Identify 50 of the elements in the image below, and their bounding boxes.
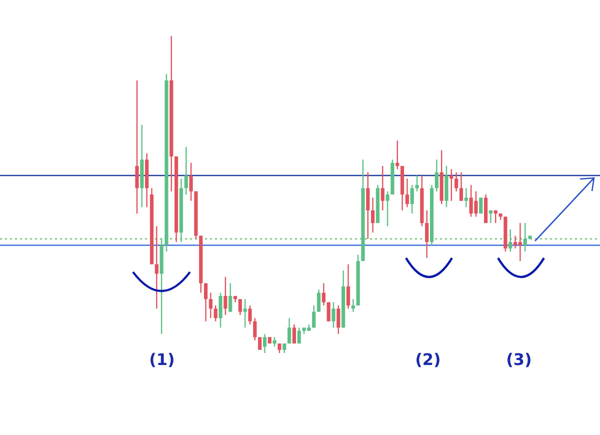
candlestick [189,162,193,202]
candlestick [488,210,492,224]
candlestick [322,282,326,306]
candlestick [218,292,222,328]
candlestick [336,304,340,335]
candlestick [243,298,247,328]
candlestick [425,210,429,258]
candlestick [312,304,316,328]
candlestick [494,210,498,224]
candlestick [238,298,242,316]
candlestick [459,172,464,202]
candlestick [415,174,419,192]
candlestick [410,184,414,214]
candlestick [508,228,512,252]
candlestick [380,165,384,211]
candlestick [287,318,292,344]
candlestick [258,336,262,350]
candlestick [351,298,355,312]
candlestick [405,178,409,208]
candlestick [208,292,212,319]
candlestick [479,197,483,214]
candlestick [272,336,276,348]
annotation: (1) [149,350,175,369]
candlestick [224,276,228,316]
candlestick [262,333,267,354]
candlestick [464,188,468,208]
candlestick [386,190,390,227]
candlestick [326,302,330,322]
candlestick [214,304,218,322]
candlestick [450,168,454,202]
candlestick [454,172,458,192]
candlestick [248,304,252,326]
candlestick [371,197,375,234]
candlestick [253,318,257,341]
annotation: (2) [415,350,441,369]
candlestick [316,289,321,312]
candlestick [396,140,400,170]
candlestick [292,324,296,344]
candlestick [204,282,208,322]
candlestick [332,302,336,328]
candlestick [228,282,232,312]
candlestick [184,146,188,196]
candlestick [297,327,301,344]
candlestick [434,159,438,192]
candlestick [366,172,370,240]
candlestick [154,226,158,310]
candlestick [346,264,350,310]
candlestick [135,80,139,214]
candlestick [523,222,527,252]
annotation: (3) [506,350,532,369]
